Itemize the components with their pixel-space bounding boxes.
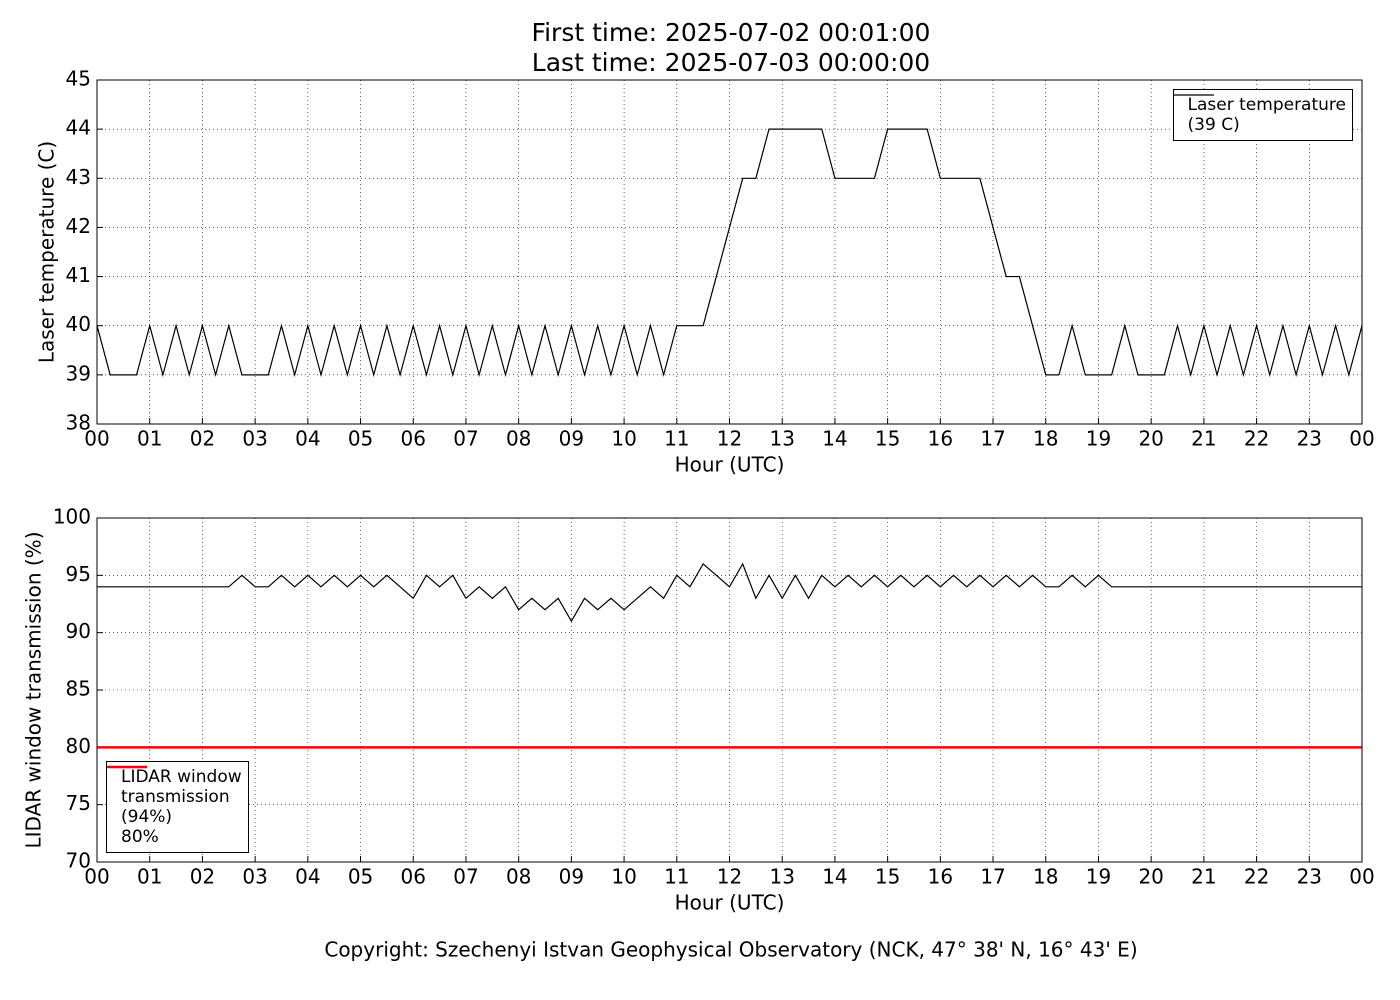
data-line: [96, 128, 1363, 378]
x-tick-label: 06: [401, 427, 426, 451]
y-tick-label: 41: [66, 263, 91, 287]
x-tick-label: 05: [348, 865, 373, 889]
y-tick-label: 75: [66, 791, 91, 815]
y-tick-label: 38: [66, 411, 91, 435]
x-tick-label: 14: [822, 865, 847, 889]
y-tick-label: 85: [66, 677, 91, 701]
x-tick-label: 12: [717, 427, 742, 451]
x-axis-label: Hour (UTC): [675, 453, 785, 477]
x-tick-label: 21: [1191, 865, 1216, 889]
y-tick-label: 90: [66, 619, 91, 643]
x-tick-label: 14: [822, 427, 847, 451]
y-axis-label: LIDAR window transmission (%): [22, 532, 46, 849]
legend-label: Laser temperature (39 C): [1187, 95, 1346, 135]
x-tick-label: 13: [769, 865, 794, 889]
x-tick-label: 19: [1086, 865, 1111, 889]
y-tick-label: 43: [66, 165, 91, 189]
legend-entry: 80%: [107, 765, 242, 847]
x-tick-label: 20: [1138, 865, 1163, 889]
chart-title: First time: 2025-07-02 00:01:00: [532, 18, 931, 47]
x-tick-label: 09: [559, 865, 584, 889]
y-tick-label: 44: [66, 116, 91, 140]
y-tick-label: 39: [66, 361, 91, 385]
x-tick-label: 23: [1297, 865, 1322, 889]
x-tick-label: 00: [1349, 427, 1374, 451]
x-tick-label: 19: [1086, 427, 1111, 451]
x-tick-label: 16: [928, 427, 953, 451]
y-tick-label: 70: [66, 849, 91, 873]
x-tick-label: 02: [190, 427, 215, 451]
x-tick-label: 06: [401, 865, 426, 889]
x-tick-label: 11: [664, 427, 689, 451]
x-tick-label: 16: [928, 865, 953, 889]
legend-label: LIDAR window transmission (94%): [121, 767, 242, 827]
plot-frame: [96, 79, 1363, 425]
x-tick-label: 10: [611, 865, 636, 889]
data-line: [97, 562, 1362, 623]
x-tick-label: 17: [980, 865, 1005, 889]
x-tick-label: 15: [875, 865, 900, 889]
y-tick-label: 40: [66, 312, 91, 336]
legend-swatch: [1173, 94, 1214, 96]
y-tick-label: 95: [66, 562, 91, 586]
legend: LIDAR window transmission (94%) 80%: [106, 761, 249, 853]
x-tick-label: 21: [1191, 427, 1216, 451]
x-tick-label: 08: [506, 427, 531, 451]
x-tick-label: 12: [717, 865, 742, 889]
x-tick-label: 22: [1244, 427, 1269, 451]
x-tick-label: 23: [1297, 427, 1322, 451]
x-tick-label: 17: [980, 427, 1005, 451]
x-tick-label: 09: [559, 427, 584, 451]
x-tick-label: 03: [242, 865, 267, 889]
y-axis-label: Laser temperature (C): [35, 141, 59, 363]
legend-label: 80%: [121, 827, 159, 847]
plot-frame: [96, 517, 1363, 863]
y-tick-label: 45: [66, 67, 91, 91]
legend: Laser temperature (39 C): [1172, 89, 1353, 141]
x-tick-label: 07: [453, 427, 478, 451]
legend-entry: LIDAR window transmission (94%): [107, 766, 242, 827]
x-tick-label: 04: [295, 427, 320, 451]
y-tick-label: 100: [53, 505, 91, 529]
x-tick-label: 10: [611, 427, 636, 451]
x-tick-label: 00: [1349, 865, 1374, 889]
y-tick-label: 80: [66, 734, 91, 758]
x-tick-label: 03: [242, 427, 267, 451]
x-tick-label: 22: [1244, 865, 1269, 889]
x-tick-label: 18: [1033, 865, 1058, 889]
x-tick-label: 18: [1033, 427, 1058, 451]
x-tick-label: 00: [84, 865, 109, 889]
x-tick-label: 15: [875, 427, 900, 451]
x-tick-label: 11: [664, 865, 689, 889]
x-tick-label: 04: [295, 865, 320, 889]
legend-swatch: [107, 765, 147, 769]
y-tick-label: 42: [66, 214, 91, 238]
x-tick-label: 01: [137, 427, 162, 451]
x-tick-label: 13: [769, 427, 794, 451]
x-tick-label: 00: [84, 427, 109, 451]
x-tick-label: 20: [1138, 427, 1163, 451]
x-tick-label: 08: [506, 865, 531, 889]
x-tick-label: 01: [137, 865, 162, 889]
x-tick-label: 05: [348, 427, 373, 451]
x-axis-label: Hour (UTC): [675, 891, 785, 915]
legend-entry: Laser temperature (39 C): [1173, 94, 1346, 135]
x-tick-label: 07: [453, 865, 478, 889]
chart-subtitle: Last time: 2025-07-03 00:00:00: [532, 48, 930, 77]
x-tick-label: 02: [190, 865, 215, 889]
copyright: Copyright: Szechenyi Istvan Geophysical …: [324, 938, 1137, 962]
